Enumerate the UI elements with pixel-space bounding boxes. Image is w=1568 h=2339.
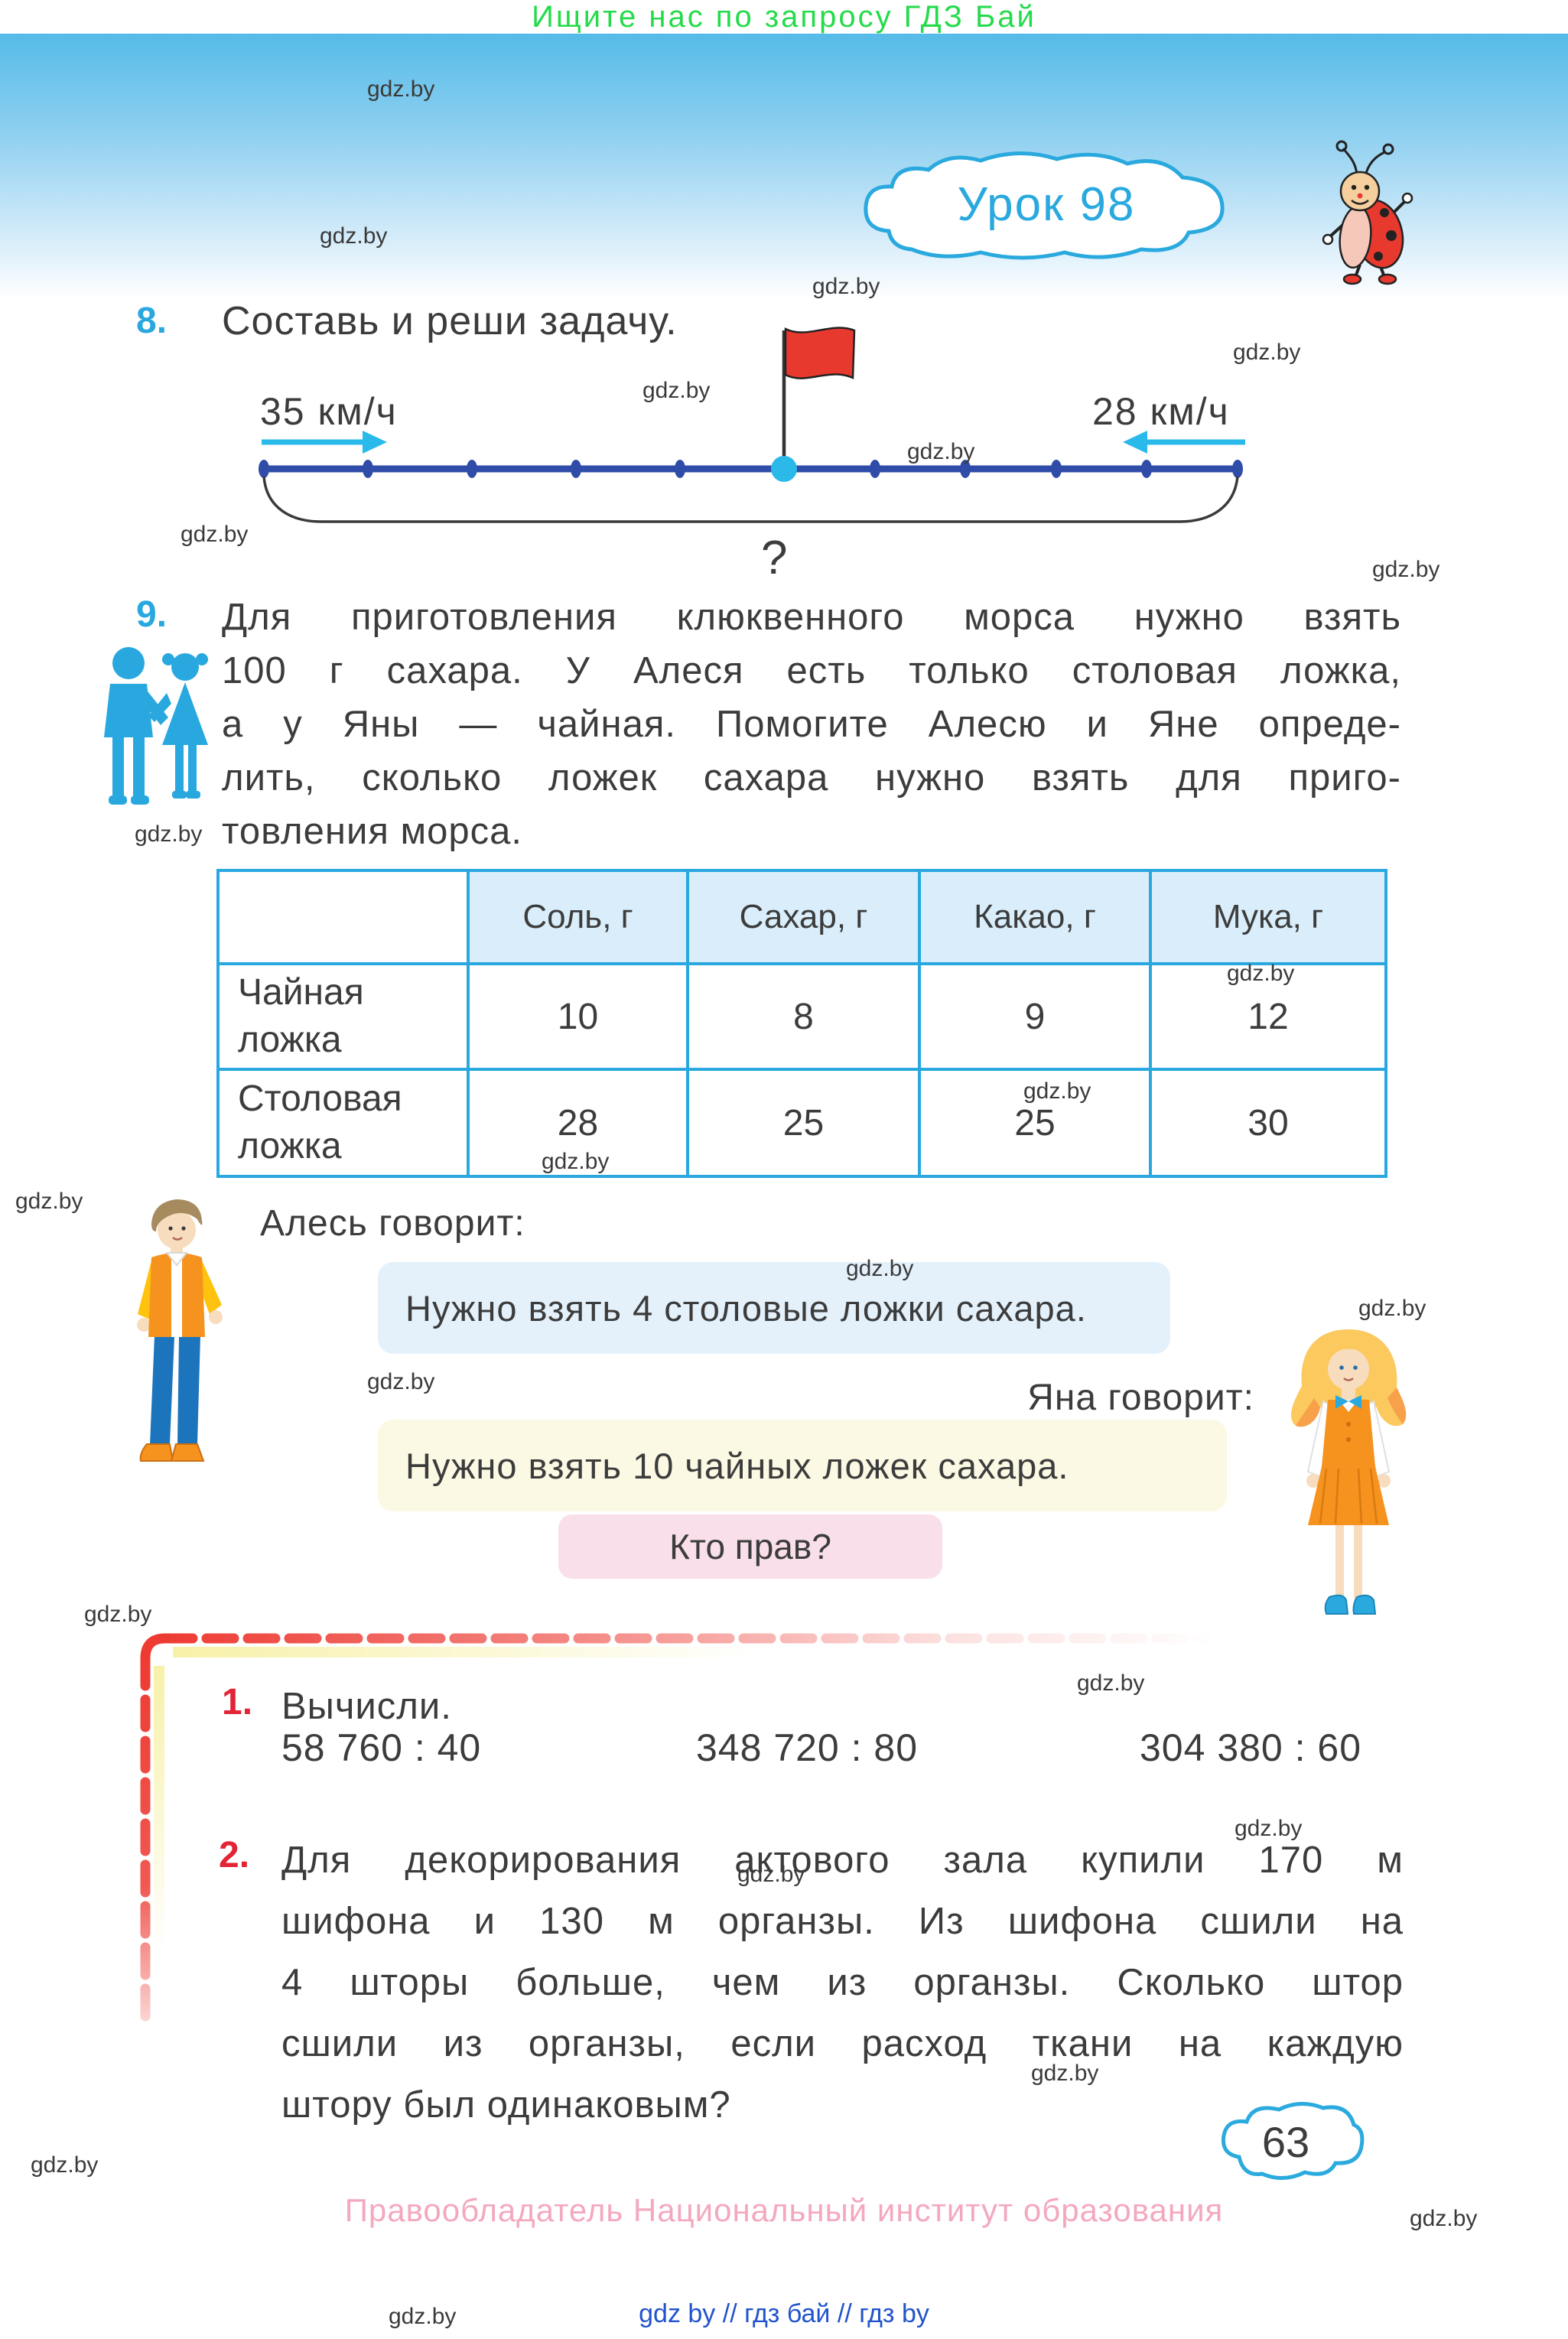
girl-illustration xyxy=(1291,1329,1407,1615)
text-line: 100 г сахара. У Алеся есть только столов… xyxy=(222,650,1401,691)
boy-illustration xyxy=(137,1199,223,1462)
hw2-text: Для декорирования актового зала купили 1… xyxy=(281,1830,1404,2136)
total-distance-bracket xyxy=(262,476,1239,523)
gdz-watermark: gdz.by xyxy=(367,1369,435,1394)
text-line: товления морса. xyxy=(222,811,523,852)
table-cell: 9 xyxy=(918,962,1152,1071)
text-line: лить, сколько ложек сахара нужно взять д… xyxy=(222,757,1401,799)
text-line: а у Яны — чайная. Помогите Алесю и Яне о… xyxy=(222,704,1401,745)
page-number-cloud xyxy=(1221,2102,1365,2180)
who-is-right-text: Кто прав? xyxy=(669,1527,831,1566)
footer-links: gdz by // гдз бай // гдз by xyxy=(639,2299,929,2328)
spoons-table: Соль, г Сахар, г Какао, г Мука, г Чайная… xyxy=(216,869,1387,1178)
flag-icon xyxy=(784,327,856,379)
homework-dashed-frame xyxy=(140,1633,1222,2034)
text-line: 4 шторы больше, чем из органзы. Сколько … xyxy=(281,1962,1404,2003)
row-label: Столовая ложка xyxy=(216,1068,470,1178)
table-cell: 25 xyxy=(686,1068,921,1178)
right-speed-label: 28 км/ч xyxy=(1092,390,1230,433)
copyright-line: Правообладатель Национальный институт об… xyxy=(344,2192,1224,2228)
text-line: штору был одинаковым? xyxy=(281,2084,731,2126)
column-header: Какао, г xyxy=(918,869,1152,965)
table-cell: 8 xyxy=(686,962,921,1071)
ales-statement: Нужно взять 4 столовые ложки сахара. xyxy=(405,1287,1087,1329)
table-cell: 28 xyxy=(467,1068,689,1178)
hw1-title: Вычисли. xyxy=(281,1686,452,1727)
problem9-number: 9. xyxy=(136,594,168,635)
meeting-point-dot xyxy=(771,456,797,482)
sky-gradient-band xyxy=(0,34,1568,300)
top-banner: Ищите нас по запросу ГДЗ Бай xyxy=(0,0,1568,34)
problem8-title: Составь и реши задачу. xyxy=(222,299,678,343)
division-expression: 304 380 : 60 xyxy=(1140,1726,1362,1769)
row-label: Чайная ложка xyxy=(216,962,470,1071)
ladybug-illustration xyxy=(1322,140,1413,285)
column-header: Сахар, г xyxy=(686,869,921,965)
hw2-number: 2. xyxy=(219,1835,250,1875)
text-line: Для декорирования актового зала купили 1… xyxy=(281,1840,1404,1881)
hw1-number: 1. xyxy=(222,1682,253,1723)
table-row: Чайная ложка 10 8 9 12 xyxy=(216,962,1387,1071)
problem9-text: Для приготовления клюквенного морса нужн… xyxy=(222,590,1401,858)
gdz-watermark: gdz.by xyxy=(1358,1296,1426,1321)
unknown-total-label: ? xyxy=(761,532,787,584)
division-expression: 58 760 : 40 xyxy=(281,1726,482,1769)
children-icon xyxy=(104,647,208,805)
table-cell: 30 xyxy=(1149,1068,1387,1178)
column-header: Соль, г xyxy=(467,869,689,965)
gdz-watermark: gdz.by xyxy=(31,2152,99,2178)
yana-says-label: Яна говорит: xyxy=(1027,1378,1254,1418)
page-number: 63 xyxy=(1261,2117,1310,2166)
lesson-title: Урок 98 xyxy=(957,177,1136,231)
yana-speech-bubble: Нужно взять 10 чайных ложек сахара. xyxy=(378,1420,1227,1511)
table-cell: 25 xyxy=(918,1068,1152,1178)
table-corner-cell xyxy=(216,869,470,965)
problem8-number: 8. xyxy=(136,301,168,341)
division-expression: 348 720 : 80 xyxy=(696,1726,919,1769)
left-speed-label: 35 км/ч xyxy=(260,390,398,433)
lesson-cloud-shape xyxy=(864,151,1225,260)
table-header-row: Соль, г Сахар, г Какао, г Мука, г xyxy=(216,869,1387,965)
gdz-watermark: gdz.by xyxy=(15,1189,83,1214)
text-line: шифона и 130 м органзы. Из шифона сшили … xyxy=(281,1901,1404,1942)
yana-statement: Нужно взять 10 чайных ложек сахара. xyxy=(405,1445,1069,1486)
speed-diagram: 35 км/ч 28 км/ч ? xyxy=(259,327,1245,584)
table-row: Столовая ложка 28 25 25 30 xyxy=(216,1068,1387,1178)
gdz-watermark: gdz.by xyxy=(135,821,203,847)
ales-says-label: Алесь говорит: xyxy=(260,1203,525,1244)
table-cell: 10 xyxy=(467,962,689,1071)
table-cell: 12 xyxy=(1149,962,1387,1071)
text-line: Для приготовления клюквенного морса нужн… xyxy=(222,597,1401,638)
text-line: сшили из органзы, если расход ткани на к… xyxy=(281,2023,1404,2064)
column-header: Мука, г xyxy=(1149,869,1387,965)
ales-speech-bubble: Нужно взять 4 столовые ложки сахара. xyxy=(378,1262,1170,1354)
who-is-right-box: Кто прав? xyxy=(558,1514,942,1579)
